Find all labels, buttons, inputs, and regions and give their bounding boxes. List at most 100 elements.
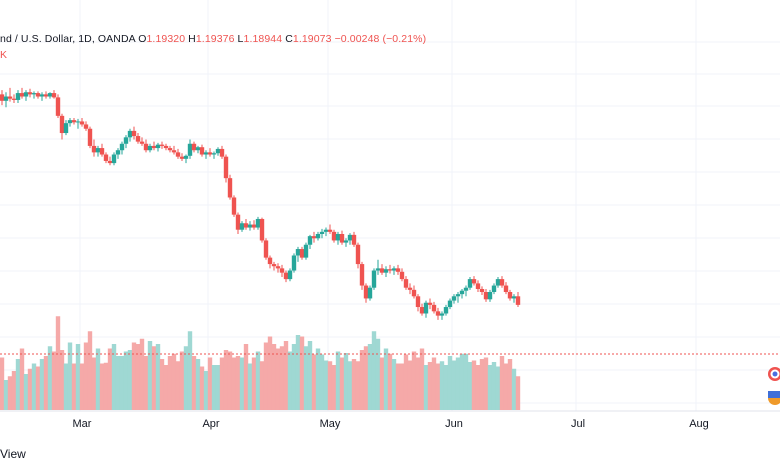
candle-body (95, 148, 101, 153)
candle-body (363, 285, 369, 299)
candle-body (39, 94, 45, 97)
candle-body (87, 128, 93, 146)
volume-bar (295, 335, 301, 410)
volume-bar (127, 350, 133, 410)
candle-body (479, 288, 485, 292)
candle-body (135, 136, 141, 142)
open-label: O (138, 33, 147, 45)
grid-lines (0, 0, 780, 411)
candle-body (71, 120, 77, 123)
volume-bar (23, 374, 29, 410)
candle-body (355, 244, 361, 265)
volume-bar (427, 362, 433, 410)
candle-body (27, 92, 33, 95)
candle-body (467, 279, 473, 288)
candle-body (315, 234, 321, 239)
volume-bar (159, 359, 165, 410)
candle-body (203, 152, 209, 155)
volume-bar (123, 351, 129, 410)
candle-body (459, 290, 465, 295)
volume-bar (487, 365, 493, 410)
candle-body (35, 93, 41, 97)
candle-body (375, 268, 381, 271)
candle-body (495, 279, 501, 286)
volume-bar (475, 365, 481, 410)
volume-bar (139, 338, 145, 410)
volume-bar (115, 356, 121, 410)
candle-body (395, 268, 401, 272)
volume-bar (327, 361, 333, 410)
volume-bar (47, 346, 53, 410)
candle-body (419, 307, 425, 314)
candle-body (23, 92, 29, 97)
candle-body (107, 160, 113, 164)
x-tick-label: Mar (72, 418, 92, 430)
volume-bar (435, 363, 441, 410)
candle-body (227, 178, 233, 198)
candle-body (431, 304, 437, 312)
candle-body (63, 123, 69, 134)
candle-body (447, 300, 453, 308)
candle-body (379, 268, 385, 273)
candle-body (339, 234, 345, 243)
volume-bar (499, 356, 505, 410)
volume-bar (191, 356, 197, 410)
candle-body (303, 244, 309, 258)
candle-body (307, 236, 313, 245)
volume-bar (147, 341, 153, 410)
volume-bar (403, 354, 409, 410)
volume-bar (347, 361, 353, 410)
volume-bar (423, 365, 429, 410)
volume-bar (367, 344, 373, 410)
candle-body (259, 218, 265, 241)
volume-bar (67, 342, 73, 410)
volume-bar (287, 351, 293, 410)
candle-body (347, 234, 353, 241)
volume-bar (131, 342, 137, 410)
volume-bar (415, 357, 421, 410)
candle-body (175, 152, 181, 157)
volume-bar (483, 357, 489, 410)
volume-bar (11, 371, 17, 410)
candle-body (491, 285, 497, 292)
volume-bar (119, 356, 125, 410)
volume-bar (55, 316, 61, 410)
candle-body (243, 223, 249, 228)
volume-bar (27, 368, 33, 410)
candle-body (143, 143, 149, 151)
volume-bar (215, 365, 221, 410)
candle-body (159, 144, 165, 146)
open-value: 1.19320 (146, 33, 186, 45)
low-value: 1.18944 (243, 33, 283, 45)
volume-bar (407, 360, 413, 410)
eu-flag-icon (768, 391, 780, 405)
volume-bar (399, 363, 405, 410)
volume-bar (111, 344, 117, 410)
volume-bar (163, 365, 169, 410)
candle-body (79, 121, 85, 125)
volume-bar (79, 363, 85, 410)
volume-bar (19, 348, 25, 410)
candle-body (131, 130, 137, 137)
candle-body (351, 234, 357, 245)
volume-bar (307, 341, 313, 410)
volume-bar (107, 348, 113, 410)
volume-bar (387, 353, 393, 410)
volume-bar (491, 362, 497, 410)
volume-bar (171, 353, 177, 410)
candle-body (91, 145, 97, 153)
candle-body (323, 229, 329, 232)
volume-bar (271, 344, 277, 410)
candle-body (423, 302, 429, 314)
candle-body (215, 148, 221, 154)
candle-body (443, 307, 449, 314)
volume-bar (375, 338, 381, 410)
volume-bar (443, 365, 449, 410)
candle-body (451, 296, 457, 301)
x-tick-label: Apr (202, 418, 220, 430)
us-flag-icon (768, 367, 780, 381)
candle-body (271, 264, 277, 267)
candle-body (367, 287, 373, 299)
candle-body (211, 153, 217, 155)
